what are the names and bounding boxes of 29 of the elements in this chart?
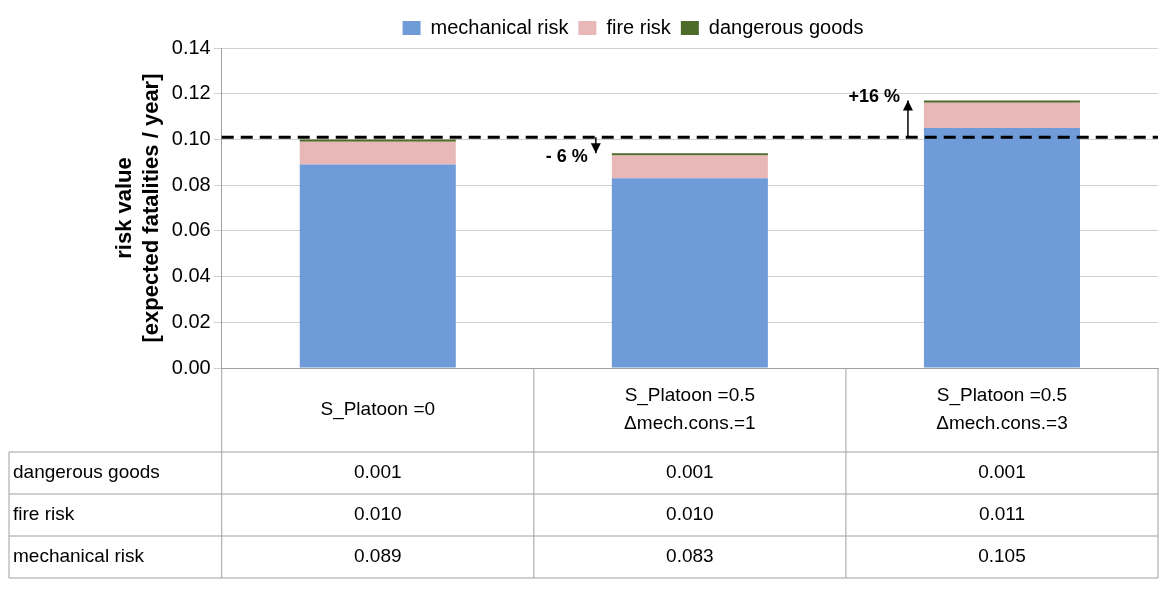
text: 0.04	[171, 264, 211, 287]
text: 0.00	[171, 355, 211, 378]
text: 0.08	[171, 172, 211, 195]
text: mechanical risk	[13, 545, 144, 567]
text: 0.10	[171, 126, 211, 149]
text: 0.12	[171, 81, 211, 104]
y-axis-title: risk value [expected fatalities / year]	[111, 73, 163, 343]
text: 0.14	[171, 35, 211, 58]
annotation: - 6 %	[545, 146, 588, 167]
text: fire risk	[13, 503, 75, 525]
legend-label: mechanical risk	[430, 15, 570, 38]
data-label: 0.001	[354, 461, 402, 483]
x-tick-label: S_Platoon =0.5 Δmech.cons.=3	[936, 384, 1068, 434]
legend-label: fire risk	[606, 15, 672, 38]
text: 0.02	[171, 309, 211, 332]
legend-label: dangerous goods	[708, 15, 864, 38]
data-label: 0.010	[354, 503, 402, 525]
x-tick-label: S_Platoon =0.5 Δmech.cons.=1	[624, 384, 756, 434]
data-label: 0.001	[978, 461, 1026, 483]
x-tick-label: S_Platoon =0	[320, 398, 436, 421]
text: dangerous goods	[13, 461, 160, 483]
data-label: 0.105	[978, 545, 1026, 567]
data-label: 0.083	[666, 545, 714, 567]
data-label: 0.089	[354, 545, 402, 567]
data-label: 0.010	[666, 503, 714, 525]
data-label: 0.001	[666, 461, 714, 483]
text: 0.06	[171, 218, 211, 241]
annotation: +16 %	[848, 85, 900, 106]
data-label: 0.011	[978, 503, 1026, 525]
